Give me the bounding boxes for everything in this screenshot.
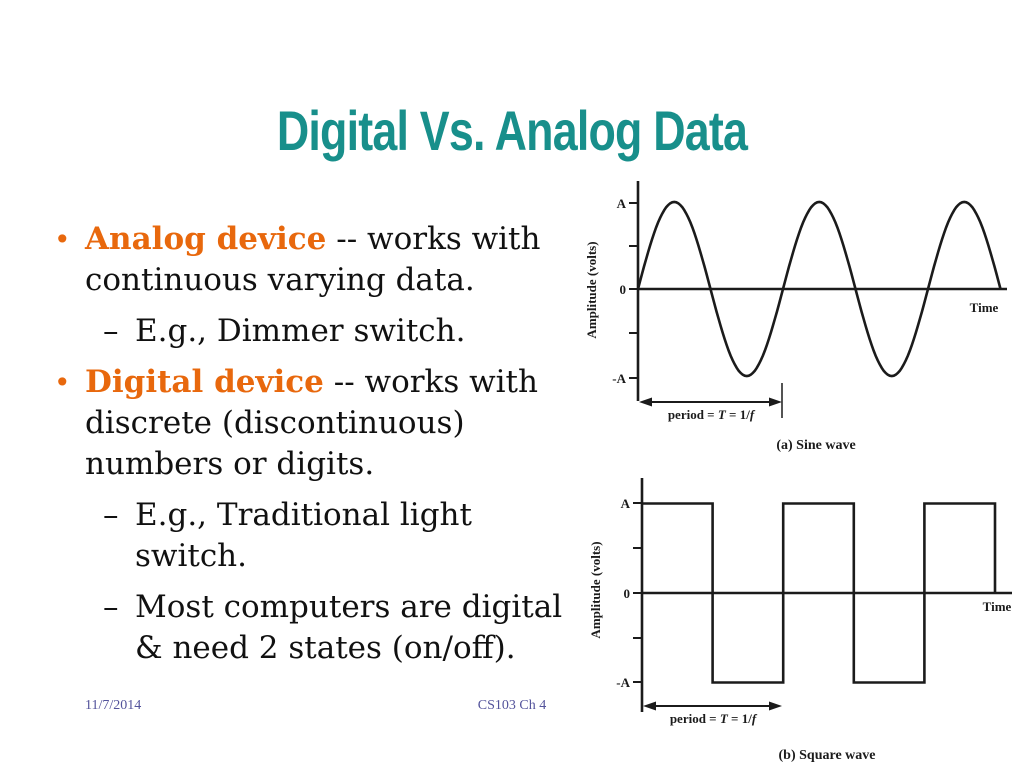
ytick-label-A: A <box>617 196 627 211</box>
figure-caption: (a) Sine wave <box>776 438 855 453</box>
x-axis-label: Time <box>983 599 1012 614</box>
term-digital-device: Digital device <box>85 364 324 400</box>
sine-wave-curve <box>636 200 1002 378</box>
sub-bullet-text: E.g., Traditional light switch. <box>135 497 472 574</box>
bullet-icon: • <box>54 366 71 399</box>
bullet-item-analog: • Analog device -- works with continuous… <box>50 219 565 301</box>
ytick-label-negA: -A <box>616 675 630 690</box>
y-axis-label: Amplitude (volts) <box>588 541 603 638</box>
period-label: period = T = 1/f <box>668 407 756 422</box>
figure-caption: (b) Square wave <box>779 748 876 763</box>
footer-course: CS103 Ch 4 <box>477 698 547 713</box>
sub-bullet-light-switch: – E.g., Traditional light switch. <box>50 495 565 577</box>
bullet-text: -- works with discrete (discontinuous) n… <box>85 364 538 482</box>
ytick-label-0: 0 <box>620 282 627 297</box>
term-analog-device: Analog device <box>85 221 327 257</box>
period-label: period = T = 1/f <box>670 711 758 726</box>
dash-icon: – <box>103 497 119 533</box>
bullet-text: -- works with continuous varying data. <box>85 221 541 298</box>
arrow-right-icon <box>769 397 782 407</box>
sub-bullet-two-states: – Most computers are digital & need 2 st… <box>50 587 565 669</box>
bullet-list: • Analog device -- works with continuous… <box>50 219 565 669</box>
arrow-left-icon <box>643 701 656 711</box>
square-wave-curve <box>642 502 997 684</box>
footer-date: 11/7/2014 <box>85 698 142 713</box>
sub-bullet-text: Most computers are digital & need 2 stat… <box>135 589 563 666</box>
bullet-item-digital: • Digital device -- works with discrete … <box>50 362 565 485</box>
slide-title: Digital Vs. Analog Data <box>276 99 748 162</box>
square-wave-figure: A 0 -A Amplitude (volts) Time period = T… <box>588 478 1012 763</box>
dash-icon: – <box>103 589 119 625</box>
x-axis-label: Time <box>970 300 999 315</box>
y-axis-label: Amplitude (volts) <box>584 241 599 338</box>
sine-wave-figure: A 0 -A Amplitude (volts) Time period = T… <box>584 181 1007 453</box>
arrow-right-icon <box>769 701 782 711</box>
dash-icon: – <box>103 313 119 349</box>
ytick-label-negA: -A <box>612 371 626 386</box>
sub-bullet-dimmer: – E.g., Dimmer switch. <box>50 311 565 352</box>
arrow-left-icon <box>639 397 652 407</box>
sub-bullet-text: E.g., Dimmer switch. <box>135 313 466 349</box>
ytick-label-0: 0 <box>624 586 631 601</box>
ytick-label-A: A <box>621 496 631 511</box>
bullet-icon: • <box>54 223 71 256</box>
